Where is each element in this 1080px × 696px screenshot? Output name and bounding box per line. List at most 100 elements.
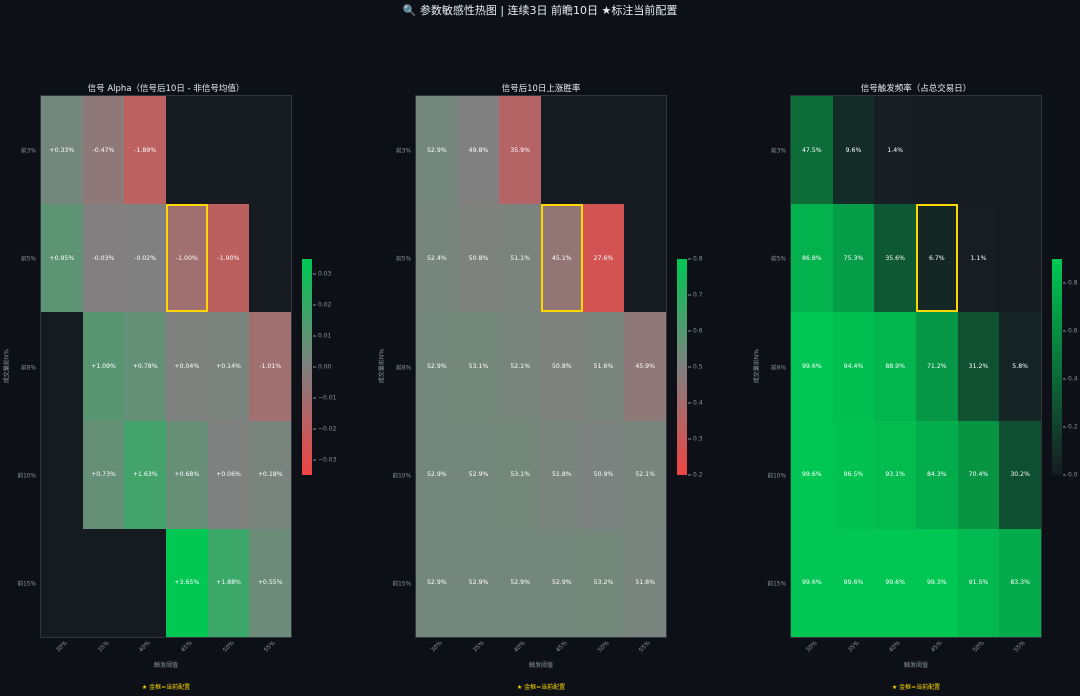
x-tick-labels: 30% 35% 40% 45% 50% 55% <box>791 640 1041 658</box>
heatmap-cell[interactable]: -0.02% <box>124 204 166 313</box>
heatmap-cell[interactable] <box>166 96 208 204</box>
heatmap-cell[interactable]: 51.8% <box>624 528 666 637</box>
x-tick-label: 40% <box>888 640 902 654</box>
heatmap-cell[interactable]: 50.8% <box>457 204 500 313</box>
heatmap-cell[interactable]: 35.9% <box>499 96 541 205</box>
heatmap-panel-3: 信号触发频率（占总交易日） 成交量前N% 前3% 前5% 前8% 前10% 前15% 47.5… <box>750 0 1080 696</box>
current-config-cell[interactable]: 45.1% <box>541 204 583 313</box>
heatmap-cell[interactable]: +0.18% <box>249 420 291 529</box>
heatmap-cell[interactable]: 99.6% <box>791 312 833 421</box>
heatmap-cell[interactable]: 53.1% <box>499 420 541 529</box>
heatmap-cell[interactable]: 70.4% <box>957 420 1000 529</box>
heatmap-cell[interactable]: -0.47% <box>82 96 125 205</box>
heatmap-cell[interactable]: 53.1% <box>457 312 500 421</box>
heatmap-cell[interactable]: 52.9% <box>416 528 458 637</box>
heatmap-cell[interactable]: 5.8% <box>999 312 1041 421</box>
heatmap-cell[interactable]: +0.68% <box>166 420 208 529</box>
heatmap-cell[interactable] <box>999 96 1041 204</box>
heatmap-cell[interactable] <box>916 96 958 204</box>
heatmap-cell[interactable]: 35.6% <box>874 204 916 313</box>
colorbar-tick-label: 0.01 <box>313 333 331 340</box>
heatmap-cell[interactable]: 52.4% <box>416 204 458 313</box>
heatmap-cell[interactable]: 52.1% <box>499 312 541 421</box>
heatmap-cell[interactable]: +1.09% <box>82 312 125 421</box>
heatmap-cell[interactable]: 52.9% <box>499 528 541 637</box>
heatmap-cell[interactable]: 9.6% <box>832 96 875 205</box>
heatmap-cell[interactable] <box>41 312 83 420</box>
heatmap-cell[interactable]: 99.6% <box>791 420 833 529</box>
heatmap-cell[interactable]: 51.8% <box>541 420 583 529</box>
heatmap-cell[interactable]: 31.2% <box>957 312 1000 421</box>
heatmap-cell[interactable]: +1.88% <box>207 528 250 637</box>
heatmap-cell[interactable]: 52.9% <box>457 528 500 637</box>
heatmap-grid: +0.33% -0.47% -1.89% +0.95% -0.03% -0.02% -1.0… <box>40 95 292 638</box>
heatmap-cell[interactable] <box>124 529 166 637</box>
heatmap-cell[interactable]: +0.04% <box>166 312 208 421</box>
heatmap-cell[interactable]: 99.6% <box>832 528 875 637</box>
heatmap-cell[interactable]: +0.78% <box>124 312 166 421</box>
heatmap-cell[interactable] <box>624 96 666 204</box>
heatmap-cell[interactable]: 99.3% <box>916 528 958 637</box>
heatmap-cell[interactable]: 30.2% <box>999 420 1041 529</box>
heatmap-cell[interactable]: 51.1% <box>499 204 541 313</box>
heatmap-cell[interactable]: -1.89% <box>124 96 166 205</box>
heatmap-cell[interactable]: 96.5% <box>832 420 875 529</box>
heatmap-cell[interactable] <box>249 96 291 204</box>
heatmap-cell[interactable]: -0.03% <box>82 204 125 313</box>
heatmap-cell[interactable]: 52.9% <box>457 420 500 529</box>
heatmap-cell[interactable] <box>249 204 291 312</box>
heatmap-cell[interactable]: +0.06% <box>207 420 250 529</box>
heatmap-cell[interactable]: +0.95% <box>41 204 83 313</box>
heatmap-cell[interactable]: 94.4% <box>832 312 875 421</box>
heatmap-cell[interactable] <box>83 529 125 637</box>
heatmap-cell[interactable]: 47.5% <box>791 96 833 205</box>
heatmap-cell[interactable]: 75.3% <box>832 204 875 313</box>
colorbar-tick-label: 0.2 <box>1063 424 1078 431</box>
heatmap-cell[interactable]: 93.1% <box>874 420 916 529</box>
heatmap-cell[interactable] <box>624 204 666 312</box>
heatmap-cell[interactable]: 52.9% <box>416 420 458 529</box>
heatmap-cell[interactable]: 50.8% <box>541 312 583 421</box>
highlight-footnote: ★ 金框=当前配置 <box>891 684 941 691</box>
heatmap-cell[interactable]: 52.9% <box>541 528 583 637</box>
heatmap-cell[interactable] <box>958 96 1000 204</box>
heatmap-cell[interactable]: 45.9% <box>624 312 666 421</box>
heatmap-cell[interactable]: 88.9% <box>874 312 916 421</box>
heatmap-cell[interactable]: -1.90% <box>207 204 250 313</box>
colorbar-tick-label: 0.4 <box>688 400 703 407</box>
heatmap-cell[interactable] <box>541 96 583 204</box>
heatmap-cell[interactable] <box>583 96 625 204</box>
heatmap-cell[interactable]: 53.2% <box>582 528 625 637</box>
heatmap-cell[interactable]: 52.9% <box>416 96 458 205</box>
heatmap-cell[interactable] <box>41 421 83 529</box>
heatmap-cell[interactable]: +0.33% <box>41 96 83 205</box>
heatmap-cell[interactable]: 83.3% <box>999 528 1041 637</box>
heatmap-cell[interactable]: 91.5% <box>957 528 1000 637</box>
heatmap-cell[interactable]: 84.3% <box>916 420 958 529</box>
heatmap-cell[interactable]: 1.1% <box>957 204 1000 313</box>
heatmap-cell[interactable]: 99.6% <box>791 528 833 637</box>
heatmap-cell[interactable]: +3.65% <box>166 528 208 637</box>
heatmap-cell[interactable]: 99.6% <box>874 528 916 637</box>
heatmap-cell[interactable]: 1.4% <box>874 96 916 205</box>
heatmap-cell[interactable]: 51.6% <box>582 312 625 421</box>
heatmap-cell[interactable]: 52.9% <box>416 312 458 421</box>
heatmap-cell[interactable]: +0.14% <box>207 312 250 421</box>
heatmap-cell[interactable]: +0.73% <box>82 420 125 529</box>
current-config-cell[interactable]: 6.7% <box>916 204 958 313</box>
heatmap-cell[interactable]: +1.63% <box>124 420 166 529</box>
heatmap-cell[interactable]: 52.1% <box>624 420 666 529</box>
current-config-cell[interactable]: -1.00% <box>166 204 208 313</box>
heatmap-cell[interactable] <box>999 204 1041 312</box>
heatmap-cell[interactable]: -1.01% <box>249 312 291 421</box>
heatmap-cell[interactable]: 50.9% <box>582 420 625 529</box>
heatmap-cell[interactable]: 49.8% <box>457 96 500 205</box>
heatmap-cell[interactable]: 27.6% <box>582 204 625 313</box>
heatmap-cell[interactable]: 86.8% <box>791 204 833 313</box>
heatmap-cell[interactable] <box>41 529 83 637</box>
heatmap-cell[interactable] <box>208 96 250 204</box>
heatmap-cell[interactable]: 71.2% <box>916 312 958 421</box>
heatmap-cell[interactable]: +0.55% <box>249 528 291 637</box>
heatmap-grid: 52.9% 49.8% 35.9% 52.4% 50.8% 51.1% 45.1% 27.6%… <box>415 95 667 638</box>
y-tick-label: 前15% <box>392 581 411 588</box>
